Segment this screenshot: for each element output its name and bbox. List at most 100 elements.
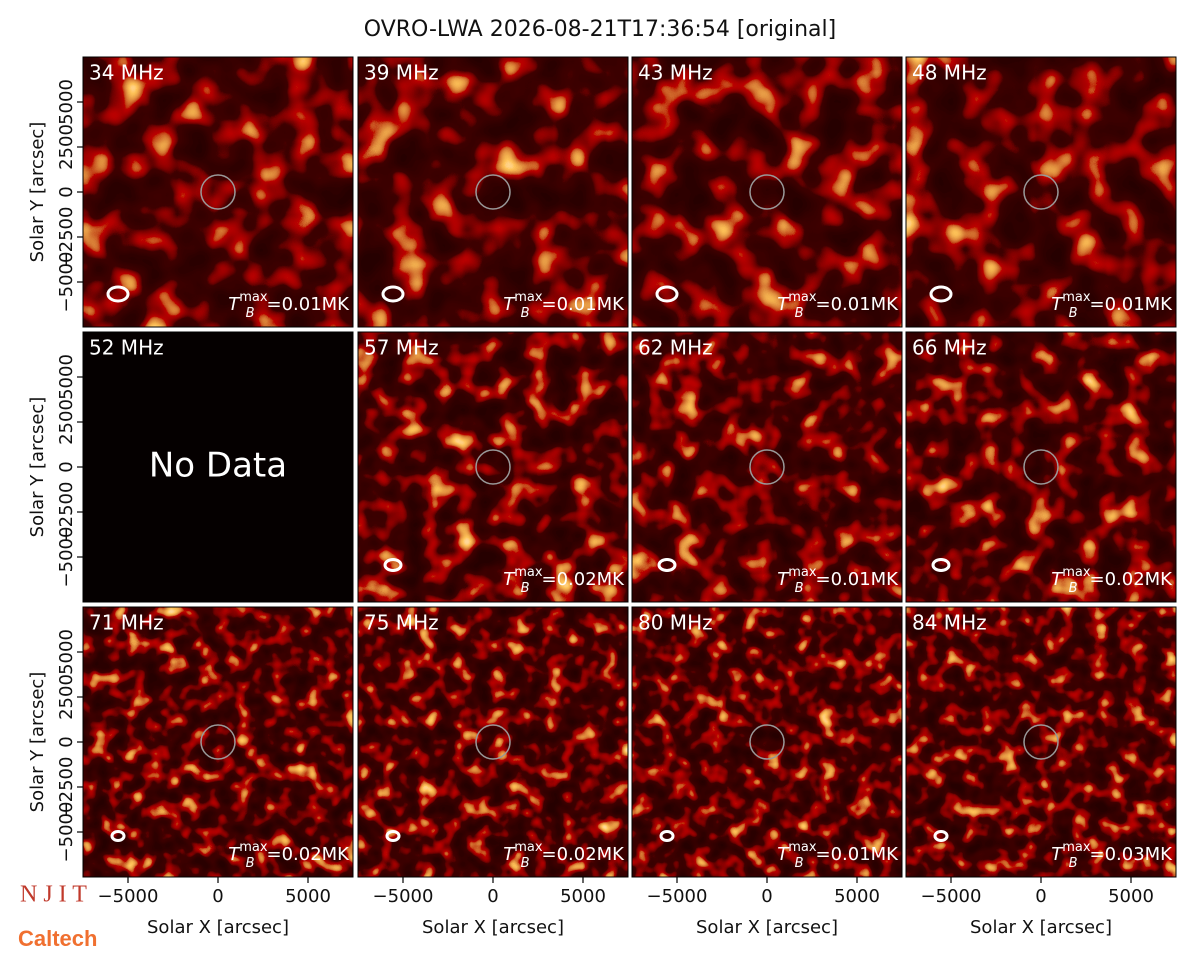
y-axis-label: Solar Y [arcsec] — [27, 672, 48, 813]
solar-disk — [475, 174, 511, 210]
beam — [657, 558, 677, 572]
x-tick-label: 0 — [212, 886, 223, 907]
x-tick-label: 5000 — [1108, 886, 1154, 907]
y-tick-label: 0 — [56, 461, 77, 472]
solar-disk — [749, 449, 785, 485]
x-tick-label: 5000 — [285, 886, 331, 907]
brightness-map — [83, 57, 353, 327]
x-tick-label: 0 — [761, 886, 772, 907]
tmax-label: Tmax B =0.01MK — [228, 290, 350, 321]
panel-background — [83, 332, 353, 602]
panel-frame — [905, 56, 1177, 328]
beam — [381, 285, 405, 303]
beam — [929, 285, 953, 303]
solar-disk — [1023, 174, 1059, 210]
solar-disk — [200, 724, 236, 760]
frequency-label: 57 MHz — [364, 336, 439, 360]
y-tick-label: 2500 — [56, 399, 77, 445]
frequency-label: 39 MHz — [364, 61, 439, 85]
brightness-map — [906, 57, 1176, 327]
y-tick-label: −2500 — [56, 482, 77, 543]
y-tick-label: −2500 — [56, 207, 77, 268]
brightness-map — [906, 607, 1176, 877]
no-data-label: No Data — [149, 446, 287, 486]
y-tick-label: 5000 — [56, 79, 77, 125]
x-axis-label: Solar X [arcsec] — [696, 917, 838, 938]
x-axis-label: Solar X [arcsec] — [970, 917, 1112, 938]
frequency-label: 52 MHz — [89, 336, 164, 360]
y-tick-label: 2500 — [56, 674, 77, 720]
frequency-label: 84 MHz — [912, 611, 987, 635]
x-tick-label: 0 — [487, 886, 498, 907]
beam — [659, 830, 675, 842]
beam — [931, 558, 951, 572]
y-axis-label: Solar Y [arcsec] — [27, 397, 48, 538]
tmax-label: Tmax B =0.01MK — [777, 290, 899, 321]
brightness-map — [906, 332, 1176, 602]
panel-frame — [357, 331, 629, 603]
x-axis-label: Solar X [arcsec] — [147, 917, 289, 938]
logo-caltech: Caltech — [18, 926, 97, 951]
beam — [106, 285, 130, 303]
y-tick-label: −5000 — [56, 802, 77, 863]
x-axis-label: Solar X [arcsec] — [422, 917, 564, 938]
beam — [110, 830, 126, 842]
panel-frame — [357, 56, 629, 328]
y-tick-label: −2500 — [56, 757, 77, 818]
tmax-label: Tmax B =0.01MK — [1051, 290, 1173, 321]
brightness-map — [632, 332, 902, 602]
panel-frame — [631, 56, 903, 328]
y-tick-label: 0 — [56, 186, 77, 197]
x-tick-label: −5000 — [921, 886, 982, 907]
frequency-label: 80 MHz — [638, 611, 713, 635]
solar-disk — [475, 449, 511, 485]
figure-title: OVRO-LWA 2026-08-21T17:36:54 [original] — [364, 17, 836, 42]
brightness-map — [632, 57, 902, 327]
logo-njit: N J I T — [20, 882, 87, 908]
x-tick-label: −5000 — [373, 886, 434, 907]
solar-disk — [749, 724, 785, 760]
brightness-map — [358, 607, 628, 877]
solar-disk — [200, 174, 236, 210]
y-tick-label: 0 — [56, 736, 77, 747]
y-tick-label: 5000 — [56, 354, 77, 400]
frequency-label: 62 MHz — [638, 336, 713, 360]
x-tick-label: −5000 — [98, 886, 159, 907]
x-tick-label: 5000 — [560, 886, 606, 907]
brightness-map — [83, 607, 353, 877]
brightness-map — [358, 57, 628, 327]
frequency-label: 48 MHz — [912, 61, 987, 85]
tmax-label: Tmax B =0.02MK — [1051, 565, 1173, 596]
solar-disk — [1023, 724, 1059, 760]
panel-frame — [631, 331, 903, 603]
solar-disk — [749, 174, 785, 210]
x-tick-label: −5000 — [647, 886, 708, 907]
beam — [655, 285, 679, 303]
tmax-label: Tmax B =0.01MK — [777, 840, 899, 871]
brightness-map — [632, 607, 902, 877]
beam — [385, 830, 401, 842]
y-tick-label: 5000 — [56, 629, 77, 675]
tmax-label: Tmax B =0.03MK — [1051, 840, 1173, 871]
panel-frame — [905, 331, 1177, 603]
tmax-label: Tmax B =0.01MK — [777, 565, 899, 596]
y-tick-label: 2500 — [56, 124, 77, 170]
y-tick-label: −5000 — [56, 252, 77, 313]
tmax-label: Tmax B =0.02MK — [503, 840, 625, 871]
tmax-label: Tmax B =0.01MK — [503, 290, 625, 321]
brightness-map — [358, 332, 628, 602]
beam — [383, 558, 403, 572]
frequency-label: 75 MHz — [364, 611, 439, 635]
frequency-label: 43 MHz — [638, 61, 713, 85]
y-axis-label: Solar Y [arcsec] — [27, 122, 48, 263]
beam — [933, 830, 949, 842]
solar-disk — [1023, 449, 1059, 485]
frequency-label: 71 MHz — [89, 611, 164, 635]
x-tick-label: 0 — [1035, 886, 1046, 907]
x-tick-label: 5000 — [834, 886, 880, 907]
solar-disk — [475, 724, 511, 760]
tmax-label: Tmax B =0.02MK — [228, 840, 350, 871]
frequency-label: 66 MHz — [912, 336, 987, 360]
tmax-label: Tmax B =0.02MK — [503, 565, 625, 596]
